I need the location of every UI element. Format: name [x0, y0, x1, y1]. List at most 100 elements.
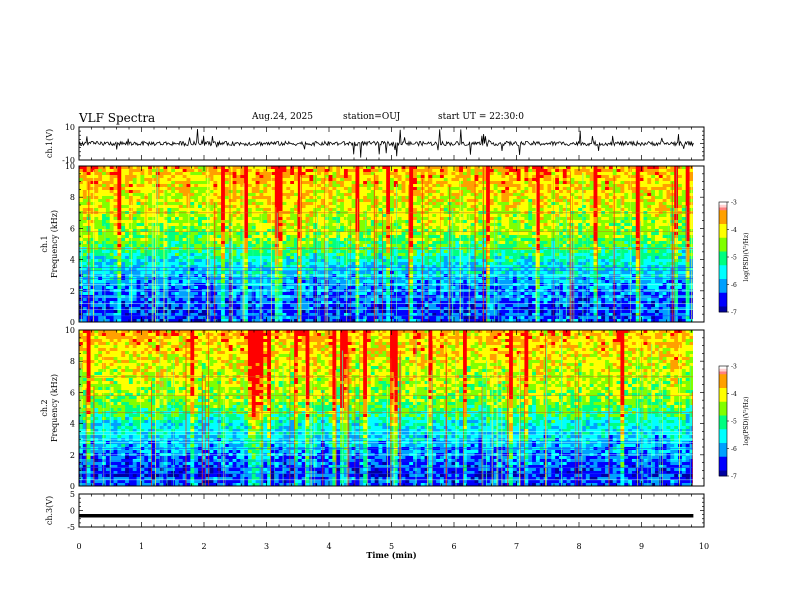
spectrogram-cell	[405, 235, 410, 239]
spectrogram-cell	[247, 181, 253, 185]
spectrogram-cell	[320, 256, 326, 260]
spectrogram-cell	[79, 166, 84, 170]
spectrogram-cell	[424, 196, 429, 200]
spectrogram-cell	[612, 172, 617, 176]
spectrogram-cell	[144, 193, 149, 197]
spectrogram-cell	[255, 220, 260, 224]
spectrogram-cell	[201, 250, 207, 254]
spectrogram-cell	[224, 244, 230, 248]
spectrogram-cell	[320, 205, 326, 209]
spectrogram-cell	[378, 205, 383, 209]
spectrogram-cell	[616, 220, 621, 224]
spectrogram-cell	[194, 217, 199, 221]
spectrogram-cell	[224, 205, 230, 209]
spectrogram-cell	[217, 205, 222, 209]
spectrogram-cell	[132, 172, 137, 176]
spectrogram-cell	[505, 250, 510, 254]
spectrogram-cell	[201, 259, 207, 263]
spectrogram-cell	[340, 238, 345, 242]
spectrogram-cell	[647, 223, 652, 227]
spectrogram-cell	[98, 166, 103, 170]
spectrogram-cell	[455, 196, 460, 200]
spectrogram-cell	[597, 169, 602, 173]
spectrogram-cell	[113, 238, 118, 242]
spectrogram-cell	[555, 178, 560, 182]
spectrogram-cell	[459, 190, 464, 194]
spectrogram-cell	[217, 214, 222, 218]
spectrogram-cell	[351, 205, 356, 209]
spectrogram-cell	[259, 178, 264, 182]
spectrogram-cell	[105, 241, 111, 245]
spectrogram-cell	[378, 196, 383, 200]
spectrogram-cell	[547, 235, 552, 239]
spectrogram-cell	[574, 181, 579, 185]
spectrogram-cell	[171, 220, 176, 224]
spectrogram-cell	[159, 241, 164, 245]
spectrogram-cell	[578, 220, 583, 224]
spectrogram-cell	[666, 172, 671, 176]
spectrogram-cell	[455, 235, 460, 239]
spectrogram-cell	[370, 229, 376, 233]
spectrogram-cell	[532, 205, 537, 209]
spectrogram-cell	[616, 193, 621, 197]
spectrogram-cell	[582, 178, 587, 182]
spectrogram-cell	[305, 187, 310, 191]
spectrogram-cell	[263, 178, 268, 182]
spectrogram-cell	[566, 232, 571, 236]
spectrogram-cell	[236, 241, 241, 245]
spectrogram-cell	[359, 223, 364, 227]
spectrogram-cell	[428, 241, 433, 245]
spectrogram-cell	[397, 256, 402, 260]
spectrogram-cell	[428, 166, 433, 170]
spectrogram-cell	[520, 214, 525, 218]
spectrogram-cell	[136, 172, 141, 176]
spectrogram-cell	[439, 190, 445, 194]
spectrogram-cell	[639, 178, 644, 182]
spectrogram-cell	[90, 178, 95, 182]
spectrogram-cell	[562, 202, 568, 206]
spectrogram-cell	[282, 193, 287, 197]
spectrogram-cell	[163, 235, 168, 239]
spectrogram-cell	[240, 172, 245, 176]
spectrogram-cell	[125, 184, 130, 188]
spectrogram-cell	[163, 208, 168, 212]
spectrogram-cell	[132, 238, 137, 242]
spectrogram-cell	[401, 184, 406, 188]
spectrogram-cell	[343, 241, 349, 245]
spectrogram-cell	[305, 214, 310, 218]
spectrogram-cell	[244, 253, 249, 257]
spectrogram-cell	[317, 217, 322, 221]
spectrogram-cell	[658, 178, 664, 182]
spectrogram-cell	[551, 220, 556, 224]
spectrogram-cell	[566, 181, 571, 185]
spectrogram-cell	[528, 235, 533, 239]
spectrogram-cell	[198, 214, 203, 218]
spectrogram-cell	[593, 184, 598, 188]
spectrogram-cell	[90, 169, 95, 173]
spectrogram-cell	[198, 244, 203, 248]
spectrogram-cell	[524, 190, 529, 194]
spectrogram-cell	[589, 235, 594, 239]
spectrogram-cell	[286, 166, 291, 170]
spectrogram-cell	[658, 223, 664, 227]
spectrogram-cell	[443, 169, 449, 173]
spectrogram-cell	[132, 169, 137, 173]
spectrogram-cell	[194, 232, 199, 236]
spectrogram-cell	[175, 196, 180, 200]
spectrogram-cell	[520, 232, 525, 236]
spectrogram-cell	[509, 178, 514, 182]
spectrogram-cell	[409, 190, 414, 194]
spectrogram-cell	[340, 196, 345, 200]
spectrogram-cell	[585, 181, 591, 185]
spectrogram-cell	[443, 175, 449, 179]
spectrogram-cell	[125, 172, 130, 176]
spectrogram-cell	[359, 190, 364, 194]
spectrogram-cell	[501, 169, 506, 173]
spectrogram-cell	[416, 256, 422, 260]
spectrogram-cell	[612, 256, 617, 260]
spectrogram-cell	[390, 193, 395, 197]
spectrogram-cell	[201, 181, 207, 185]
spectrogram-cell	[397, 202, 402, 206]
spectrogram-cell	[551, 229, 556, 233]
spectrogram-cell	[662, 241, 667, 245]
